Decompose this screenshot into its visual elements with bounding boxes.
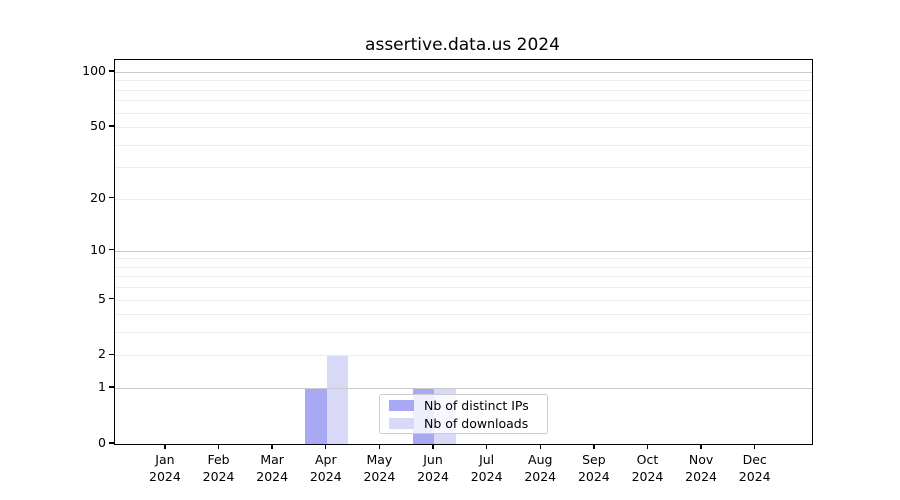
- x-tick-label-jan: Jan 2024: [149, 452, 181, 484]
- minor-gridline: [115, 314, 812, 316]
- x-axis-tick: [325, 444, 327, 450]
- x-axis-tick: [164, 444, 166, 450]
- x-tick-label-sep: Sep 2024: [577, 452, 610, 484]
- chart-title: assertive.data.us 2024: [365, 35, 560, 55]
- minor-gridline: [115, 332, 812, 334]
- y-axis-tick: [109, 353, 114, 356]
- legend-label: Nb of distinct IPs: [424, 397, 529, 413]
- minor-gridline: [115, 167, 812, 169]
- minor-gridline: [115, 276, 812, 278]
- legend-swatch: [389, 399, 414, 411]
- y-axis-tick: [109, 70, 114, 72]
- y-tick-label-5: 5: [98, 290, 106, 306]
- x-tick-label-feb: Feb 2024: [202, 452, 235, 484]
- minor-gridline: [115, 144, 812, 146]
- y-axis-tick: [109, 248, 114, 251]
- y-axis-tick: [109, 386, 114, 388]
- bar-apr-downloads: [326, 355, 349, 444]
- legend-swatch: [389, 417, 414, 429]
- gridline-5: [115, 299, 812, 301]
- x-tick-label-mar: Mar 2024: [256, 452, 289, 484]
- x-axis-tick: [271, 444, 273, 450]
- x-tick-label-dec: Dec 2024: [738, 452, 771, 484]
- x-axis-tick: [217, 444, 220, 450]
- x-axis-tick: [646, 444, 649, 450]
- y-tick-label-10: 10: [90, 241, 106, 257]
- x-axis-tick: [432, 444, 434, 450]
- y-tick-label-2: 2: [98, 346, 106, 362]
- legend-item-distinct-ips: Nb of distinct IPs: [380, 397, 547, 413]
- x-tick-label-jun: Jun 2024: [417, 452, 449, 484]
- x-axis-tick: [754, 444, 756, 450]
- x-tick-label-nov: Nov 2024: [685, 452, 717, 484]
- gridline-10: [115, 250, 812, 252]
- minor-gridline: [115, 266, 812, 268]
- y-axis-tick: [109, 196, 114, 199]
- legend: Nb of distinct IPs Nb of downloads: [379, 394, 548, 434]
- x-axis-tick: [539, 444, 541, 450]
- legend-item-downloads: Nb of downloads: [380, 415, 547, 431]
- y-tick-label-20: 20: [90, 189, 106, 205]
- gridline-20: [115, 198, 812, 200]
- x-tick-label-apr: Apr 2024: [309, 452, 342, 484]
- plot-area: Nb of distinct IPs Nb of downloads: [114, 59, 813, 445]
- minor-gridline: [115, 287, 812, 289]
- gridline-2: [115, 355, 812, 357]
- bar-apr-ips: [305, 388, 327, 444]
- y-tick-label-0: 0: [98, 435, 106, 450]
- y-tick-label-1: 1: [98, 379, 106, 395]
- minor-gridline: [115, 258, 812, 260]
- gridline-100: [115, 71, 812, 73]
- gridline-50: [115, 126, 812, 128]
- minor-gridline: [115, 89, 812, 91]
- x-tick-label-aug: Aug 2024: [524, 452, 557, 484]
- y-tick-label-100: 100: [82, 62, 106, 78]
- minor-gridline: [115, 112, 812, 114]
- x-tick-label-may: May 2024: [363, 452, 396, 484]
- minor-gridline: [115, 100, 812, 102]
- y-axis-tick: [109, 297, 114, 300]
- gridline-1: [115, 388, 812, 390]
- y-tick-label-50: 50: [90, 117, 106, 133]
- x-axis-tick: [378, 444, 381, 450]
- x-tick-label-oct: Oct 2024: [631, 452, 664, 484]
- x-axis-tick: [700, 444, 702, 450]
- x-axis-tick: [593, 444, 595, 450]
- x-axis-tick: [485, 444, 488, 450]
- y-axis-tick: [109, 125, 114, 127]
- x-tick-label-jul: Jul 2024: [470, 452, 503, 484]
- legend-label: Nb of downloads: [424, 415, 529, 431]
- minor-gridline: [115, 80, 812, 82]
- y-axis-tick: [109, 442, 114, 444]
